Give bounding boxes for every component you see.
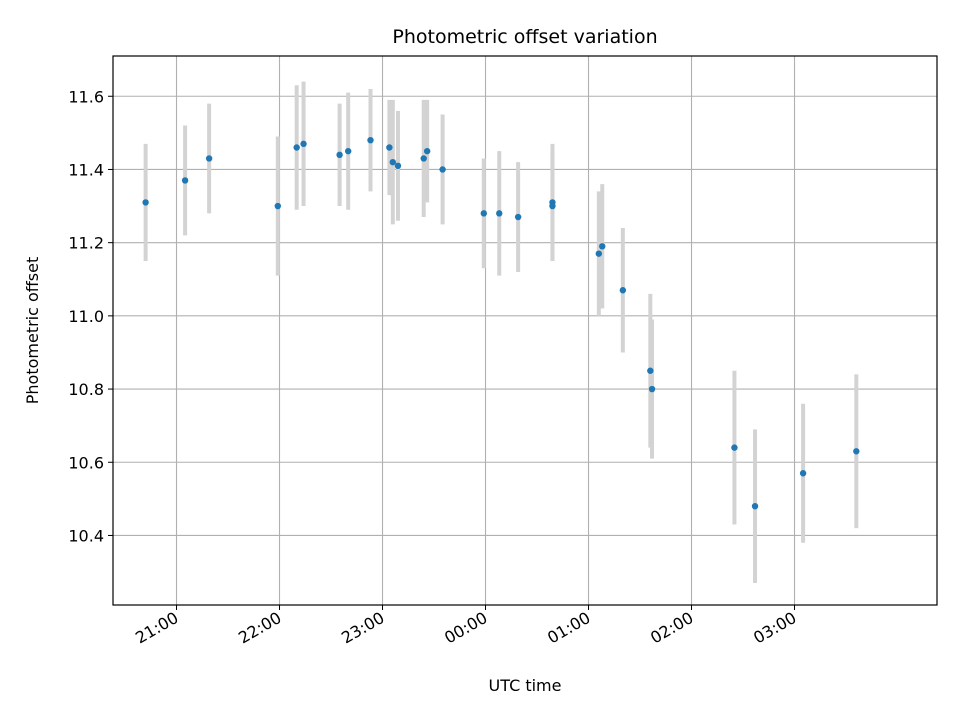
y-tick-label: 10.6 — [68, 453, 104, 472]
y-tick-label: 11.4 — [68, 160, 104, 179]
data-point — [205, 155, 213, 162]
y-tick-label: 11.2 — [68, 234, 104, 253]
y-tick-label: 10.8 — [68, 380, 104, 399]
data-point — [599, 243, 606, 250]
data-point — [344, 147, 352, 155]
chart-title: Photometric offset variation — [392, 26, 657, 48]
y-axis-label: Photometric offset — [23, 257, 42, 405]
data-point — [439, 166, 446, 173]
data-point — [549, 202, 556, 210]
data-point — [619, 287, 627, 294]
data-point — [480, 210, 487, 217]
data-point — [853, 448, 860, 455]
data-point — [389, 158, 397, 166]
data-point — [647, 367, 654, 374]
data-point — [274, 202, 281, 210]
data-point — [181, 177, 189, 184]
data-point — [799, 470, 807, 477]
plot-area-frame — [112, 55, 938, 606]
data-point — [293, 144, 300, 151]
data-point — [386, 144, 393, 151]
y-tick-label: 11.6 — [68, 87, 104, 106]
data-point — [514, 213, 522, 221]
y-axis: 10.4 10.6 10.8 11.0 11.2 11.4 11.6 — [68, 87, 113, 545]
data-point — [751, 502, 759, 510]
data-point — [336, 151, 343, 159]
data-point — [394, 162, 402, 169]
y-tick-label: 11.0 — [68, 307, 104, 326]
data-point — [423, 147, 431, 155]
data-point — [420, 155, 427, 162]
x-axis-label: UTC time — [489, 676, 562, 695]
data-point — [142, 199, 149, 206]
data-point — [648, 385, 656, 393]
data-point — [731, 444, 738, 451]
grid — [113, 56, 937, 605]
data-point — [367, 136, 374, 144]
data-points — [142, 136, 860, 510]
data-point — [300, 140, 307, 148]
data-point — [595, 250, 603, 257]
data-point — [496, 210, 503, 217]
y-tick-label: 10.4 — [68, 526, 104, 545]
